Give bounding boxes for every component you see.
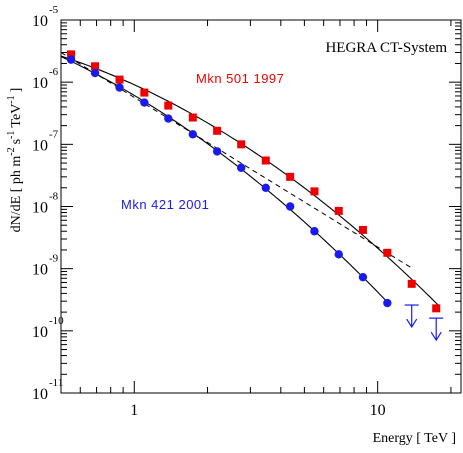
y-tick-exponent: -8 — [49, 191, 59, 203]
upper-limits — [404, 304, 444, 342]
series-label-mkn501: Mkn 501 1997 — [196, 71, 284, 86]
y-tick-label: 10 — [32, 324, 48, 341]
data-point-mkn421 — [164, 114, 173, 123]
x-tick-label: 1 — [130, 402, 138, 419]
data-point-mkn501 — [140, 88, 149, 97]
data-point-mkn421 — [383, 298, 392, 308]
data-point-mkn421 — [140, 98, 149, 107]
y-tick-exponent: -6 — [49, 66, 59, 78]
chart-title: HEGRA CT-System — [325, 40, 447, 56]
data-point-mkn501 — [213, 126, 222, 135]
x-tick-labels: 1 10 — [130, 402, 385, 419]
x-tick-label: 10 — [370, 402, 386, 419]
data-point-mkn501 — [310, 187, 319, 196]
fit-curve-mkn501 — [60, 55, 440, 307]
fit-curve-mkn421 — [60, 56, 391, 306]
data-point-mkn421 — [334, 250, 343, 259]
y-tick-exponent: -5 — [49, 4, 59, 16]
x-axis-label: Energy [ TeV ] — [373, 431, 456, 446]
data-point-mkn421 — [310, 227, 319, 236]
y-tick-exponent: -10 — [49, 315, 64, 327]
data-point-mkn421 — [212, 147, 222, 156]
upper-limit-arrow — [406, 318, 418, 329]
data-point-mkn421 — [66, 55, 76, 64]
y-tick-label: 10 — [32, 13, 48, 30]
data-point-mkn501 — [67, 50, 76, 59]
series-label-mkn421: Mkn 421 2001 — [121, 197, 209, 212]
y-tick-label: 10 — [32, 137, 48, 154]
data-point-mkn501 — [358, 225, 367, 234]
data-point-mkn421 — [358, 272, 368, 282]
data-point-mkn501 — [91, 62, 100, 71]
data-point-mkn501 — [286, 172, 295, 181]
power-law-fit-dashed — [60, 51, 412, 269]
upper-limit-arrow — [430, 331, 442, 342]
data-point-mkn501 — [383, 248, 392, 257]
data-point-mkn501 — [432, 304, 441, 313]
data-point-mkn421 — [115, 83, 124, 92]
data-point-mkn421 — [90, 68, 100, 78]
y-tick-label: 10 — [32, 200, 48, 217]
fit-curves — [60, 51, 440, 307]
data-point-mkn421 — [236, 163, 246, 172]
data-point-mkn501 — [164, 101, 173, 110]
data-point-mkn501 — [261, 156, 270, 165]
y-tick-label: 10 — [32, 262, 48, 279]
data-point-mkn501 — [188, 113, 197, 122]
y-tick-exponent: -9 — [49, 253, 59, 265]
data-point-mkn501 — [407, 279, 416, 288]
y-tick-exponent: -11 — [49, 377, 63, 389]
data-point-mkn501 — [334, 206, 343, 215]
y-tick-label: 10 — [32, 386, 48, 403]
y-axis-label: dN/dE [ ph m-2s-1TeV-1] — [6, 88, 24, 233]
data-point-mkn501 — [115, 75, 124, 84]
data-point-mkn421 — [261, 183, 270, 192]
data-point-mkn421 — [188, 130, 198, 139]
y-tick-label: 10 — [32, 75, 48, 92]
y-tick-exponent: -7 — [49, 128, 59, 140]
data-point-mkn501 — [237, 140, 246, 149]
axis-ticks — [60, 19, 461, 394]
data-point-mkn421 — [285, 202, 295, 211]
data-points — [66, 50, 441, 313]
